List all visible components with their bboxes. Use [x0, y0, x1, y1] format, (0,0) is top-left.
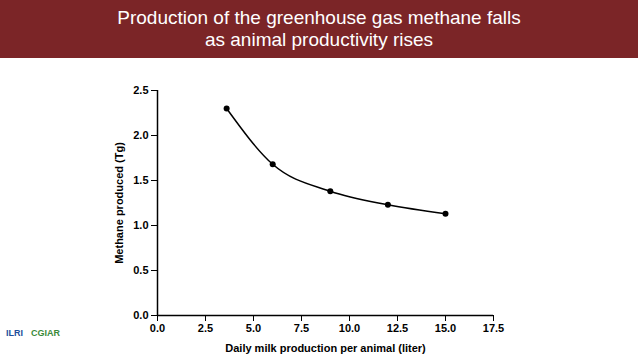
svg-text:1.0: 1.0: [133, 219, 148, 231]
svg-text:15.0: 15.0: [435, 322, 456, 334]
svg-text:0.0: 0.0: [150, 322, 165, 334]
svg-text:0.0: 0.0: [133, 309, 148, 321]
svg-text:Daily milk production per anim: Daily milk production per animal (liter): [225, 342, 426, 354]
svg-text:Methane produced (Tg): Methane produced (Tg): [113, 142, 125, 264]
svg-text:2.0: 2.0: [133, 129, 148, 141]
svg-text:12.5: 12.5: [387, 322, 408, 334]
html-text:CGIAR: CGIAR: [31, 328, 60, 338]
html-text:Production of the greenhouse g: Production of the greenhouse gas methane…: [117, 7, 521, 50]
html-text:ILRI: ILRI: [6, 328, 23, 338]
svg-text:0.5: 0.5: [133, 264, 148, 276]
svg-text:10.0: 10.0: [339, 322, 360, 334]
svg-text:7.5: 7.5: [294, 322, 309, 334]
svg-text:5.0: 5.0: [246, 322, 261, 334]
svg-text:2.5: 2.5: [133, 84, 148, 96]
svg-text:1.5: 1.5: [133, 174, 148, 186]
svg-text:2.5: 2.5: [198, 322, 213, 334]
svg-text:17.5: 17.5: [483, 322, 504, 334]
